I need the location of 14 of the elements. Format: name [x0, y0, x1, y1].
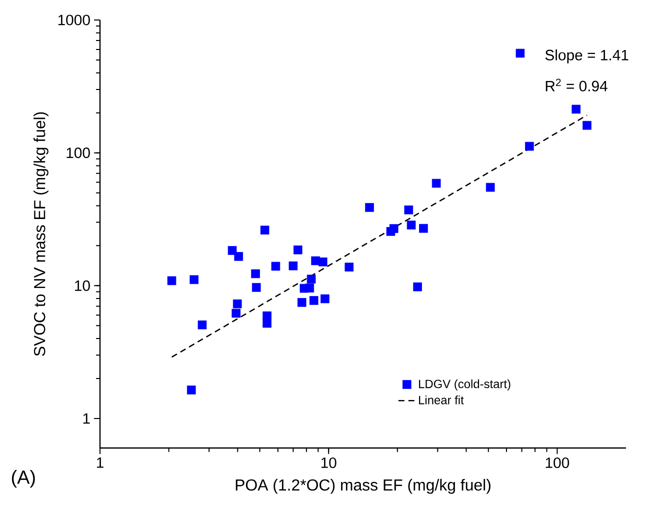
- x-tick-label: 100: [546, 457, 570, 468]
- annotation: Slope = 1.41: [545, 49, 628, 64]
- text: (A): [12, 470, 35, 488]
- x-tick-label: 1: [96, 457, 104, 468]
- legend-label: LDGV (cold-start): [419, 379, 510, 391]
- y-tick-label: 100: [66, 148, 90, 158]
- y-tick-label: 10: [75, 280, 90, 291]
- y-tick-label: 1000: [58, 14, 90, 26]
- y-axis-title: SVOC to NV mass EF (mg/kg fuel): [34, 112, 48, 356]
- legend-label: Linear fit: [419, 396, 464, 404]
- x-axis-title: POA (1.2*OC) mass EF (mg/kg fuel): [236, 478, 490, 494]
- annotation: R$^{2}$ = 0.94: [546, 78, 608, 92]
- y-tick-label: 1: [83, 413, 90, 424]
- x-tick-label: 10: [321, 457, 336, 468]
